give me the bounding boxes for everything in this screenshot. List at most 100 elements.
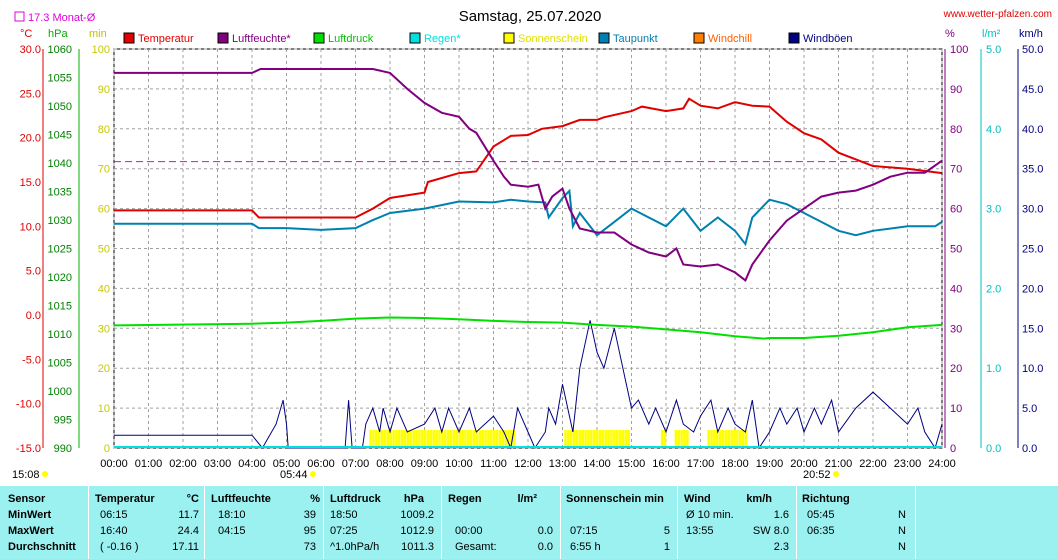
sunset-label: 20:52 <box>803 469 831 481</box>
table-header: Sensor <box>8 493 46 505</box>
sunshine-bar <box>683 430 686 448</box>
sunshine-bar <box>615 430 619 448</box>
table-divider <box>441 486 442 559</box>
sunshine-bar <box>710 430 713 448</box>
table-header: Regen <box>448 493 482 505</box>
sunshine-bar <box>490 430 493 448</box>
axis-tick-label: 40.0 <box>1022 124 1043 136</box>
legend-label: Taupunkt <box>613 33 658 45</box>
table-divider <box>560 486 561 559</box>
table-header: Sonnenschein min <box>566 493 664 505</box>
table-cell: ^1.0hPa/h <box>330 541 380 553</box>
sunshine-bar <box>444 430 447 448</box>
axis-tick-label: 20 <box>950 363 962 375</box>
sunshine-bar <box>389 430 392 448</box>
legend-swatch <box>693 32 705 44</box>
sunshine-bar <box>601 430 605 448</box>
axis-tick-label: 90 <box>950 84 962 96</box>
sunshine-bar <box>578 430 582 448</box>
table-header: Luftdruck <box>330 493 381 505</box>
table-cell: 5 <box>663 525 670 537</box>
table-cell: 39 <box>303 509 316 521</box>
axis-unit-label: hPa <box>48 28 68 40</box>
moon-icon <box>42 471 48 477</box>
axis-tick-label: 35.0 <box>1022 164 1043 176</box>
moon-time-label: 15:08 <box>12 469 40 481</box>
table-cell: 06:35 <box>807 525 835 537</box>
axis-tick-label: 1020 <box>48 272 72 284</box>
table-cell: 06:15 <box>100 509 128 521</box>
table-cell: Gesamt: <box>455 541 497 553</box>
sunshine-bar <box>590 430 593 448</box>
chart-title: Samstag, 25.07.2020 <box>459 8 602 25</box>
x-tick-label: 03:00 <box>204 458 232 470</box>
axis-tick-label: 30.0 <box>20 44 41 56</box>
sunshine-bar <box>736 430 739 448</box>
axis-tick-label: 15.0 <box>20 177 41 189</box>
sunshine-bar <box>452 430 456 448</box>
axis-tick-label: 1005 <box>48 358 72 370</box>
x-tick-label: 16:00 <box>652 458 680 470</box>
sunshine-bar <box>469 430 473 448</box>
sunshine-bar <box>510 430 513 448</box>
sunset-icon <box>833 471 839 477</box>
x-tick-label: 17:00 <box>687 458 715 470</box>
sunshine-bar <box>721 430 725 448</box>
sunshine-bar <box>432 430 436 448</box>
series-line-luftfeuchte <box>114 68 943 282</box>
table-divider <box>915 486 916 559</box>
x-tick-label: 21:00 <box>825 458 853 470</box>
month-avg-marker-icon <box>14 11 25 22</box>
axis-tick-label: 40 <box>950 283 962 295</box>
sunshine-bar <box>504 430 507 448</box>
sunshine-bar <box>418 430 421 448</box>
table-row-label: MinWert <box>8 509 52 521</box>
table-cell: 05:45 <box>807 509 835 521</box>
legend-label: Windböen <box>803 33 853 45</box>
axis-tick-label: 1025 <box>48 244 72 256</box>
axis-tick-label: 1050 <box>48 101 72 113</box>
x-tick-label: 22:00 <box>859 458 887 470</box>
sunshine-bar <box>674 430 678 448</box>
table-cell: 0.0 <box>537 525 553 537</box>
axis-tick-label: 1.0 <box>986 363 1001 375</box>
axis-tick-label: 0 <box>950 443 956 455</box>
sunshine-bar <box>716 430 719 448</box>
axis-tick-label: 4.0 <box>986 124 1001 136</box>
sunshine-bar <box>621 430 625 448</box>
statistics-table: Sensor Temperatur °C Luftfeuchte% Luftdruck h… <box>0 486 1058 559</box>
sunshine-bar <box>446 430 450 448</box>
table-header: °C <box>186 493 199 505</box>
x-tick-label: 19:00 <box>756 458 784 470</box>
sunshine-bar <box>707 430 710 448</box>
sunshine-bar <box>492 430 496 448</box>
sunshine-bar <box>613 430 616 448</box>
axis-tick-label: 1040 <box>48 158 72 170</box>
sunshine-bar <box>372 430 375 448</box>
axis-tick-label: 10 <box>950 403 962 415</box>
x-tick-label: 14:00 <box>583 458 611 470</box>
legend-swatch <box>217 32 229 44</box>
month-avg-label: 17.3 Monat-Ø <box>28 12 96 24</box>
axis-tick-label: -5.0 <box>22 354 41 366</box>
table-header: Richtung <box>802 493 850 505</box>
table-cell: 18:10 <box>218 509 246 521</box>
axis-tick-label: 20.0 <box>20 133 41 145</box>
x-tick-label: 18:00 <box>721 458 749 470</box>
table-cell: 17.11 <box>172 541 199 553</box>
axis-tick-label: 40 <box>98 283 110 295</box>
sunshine-bar <box>595 430 599 448</box>
sunshine-bar <box>409 430 413 448</box>
table-divider <box>323 486 324 559</box>
sunshine-bar <box>412 430 415 448</box>
x-tick-label: 12:00 <box>514 458 542 470</box>
table-cell: 13:55 <box>686 525 714 537</box>
axis-tick-label: 80 <box>950 124 962 136</box>
table-header: hPa <box>403 493 424 505</box>
axis-tick-label: 30 <box>950 323 962 335</box>
x-tick-label: 08:00 <box>376 458 404 470</box>
legend-swatch <box>503 32 515 44</box>
x-tick-label: 05:00 <box>273 458 301 470</box>
axis-tick-label: 15.0 <box>1022 323 1043 335</box>
axis-tick-label: 0.0 <box>1022 443 1037 455</box>
